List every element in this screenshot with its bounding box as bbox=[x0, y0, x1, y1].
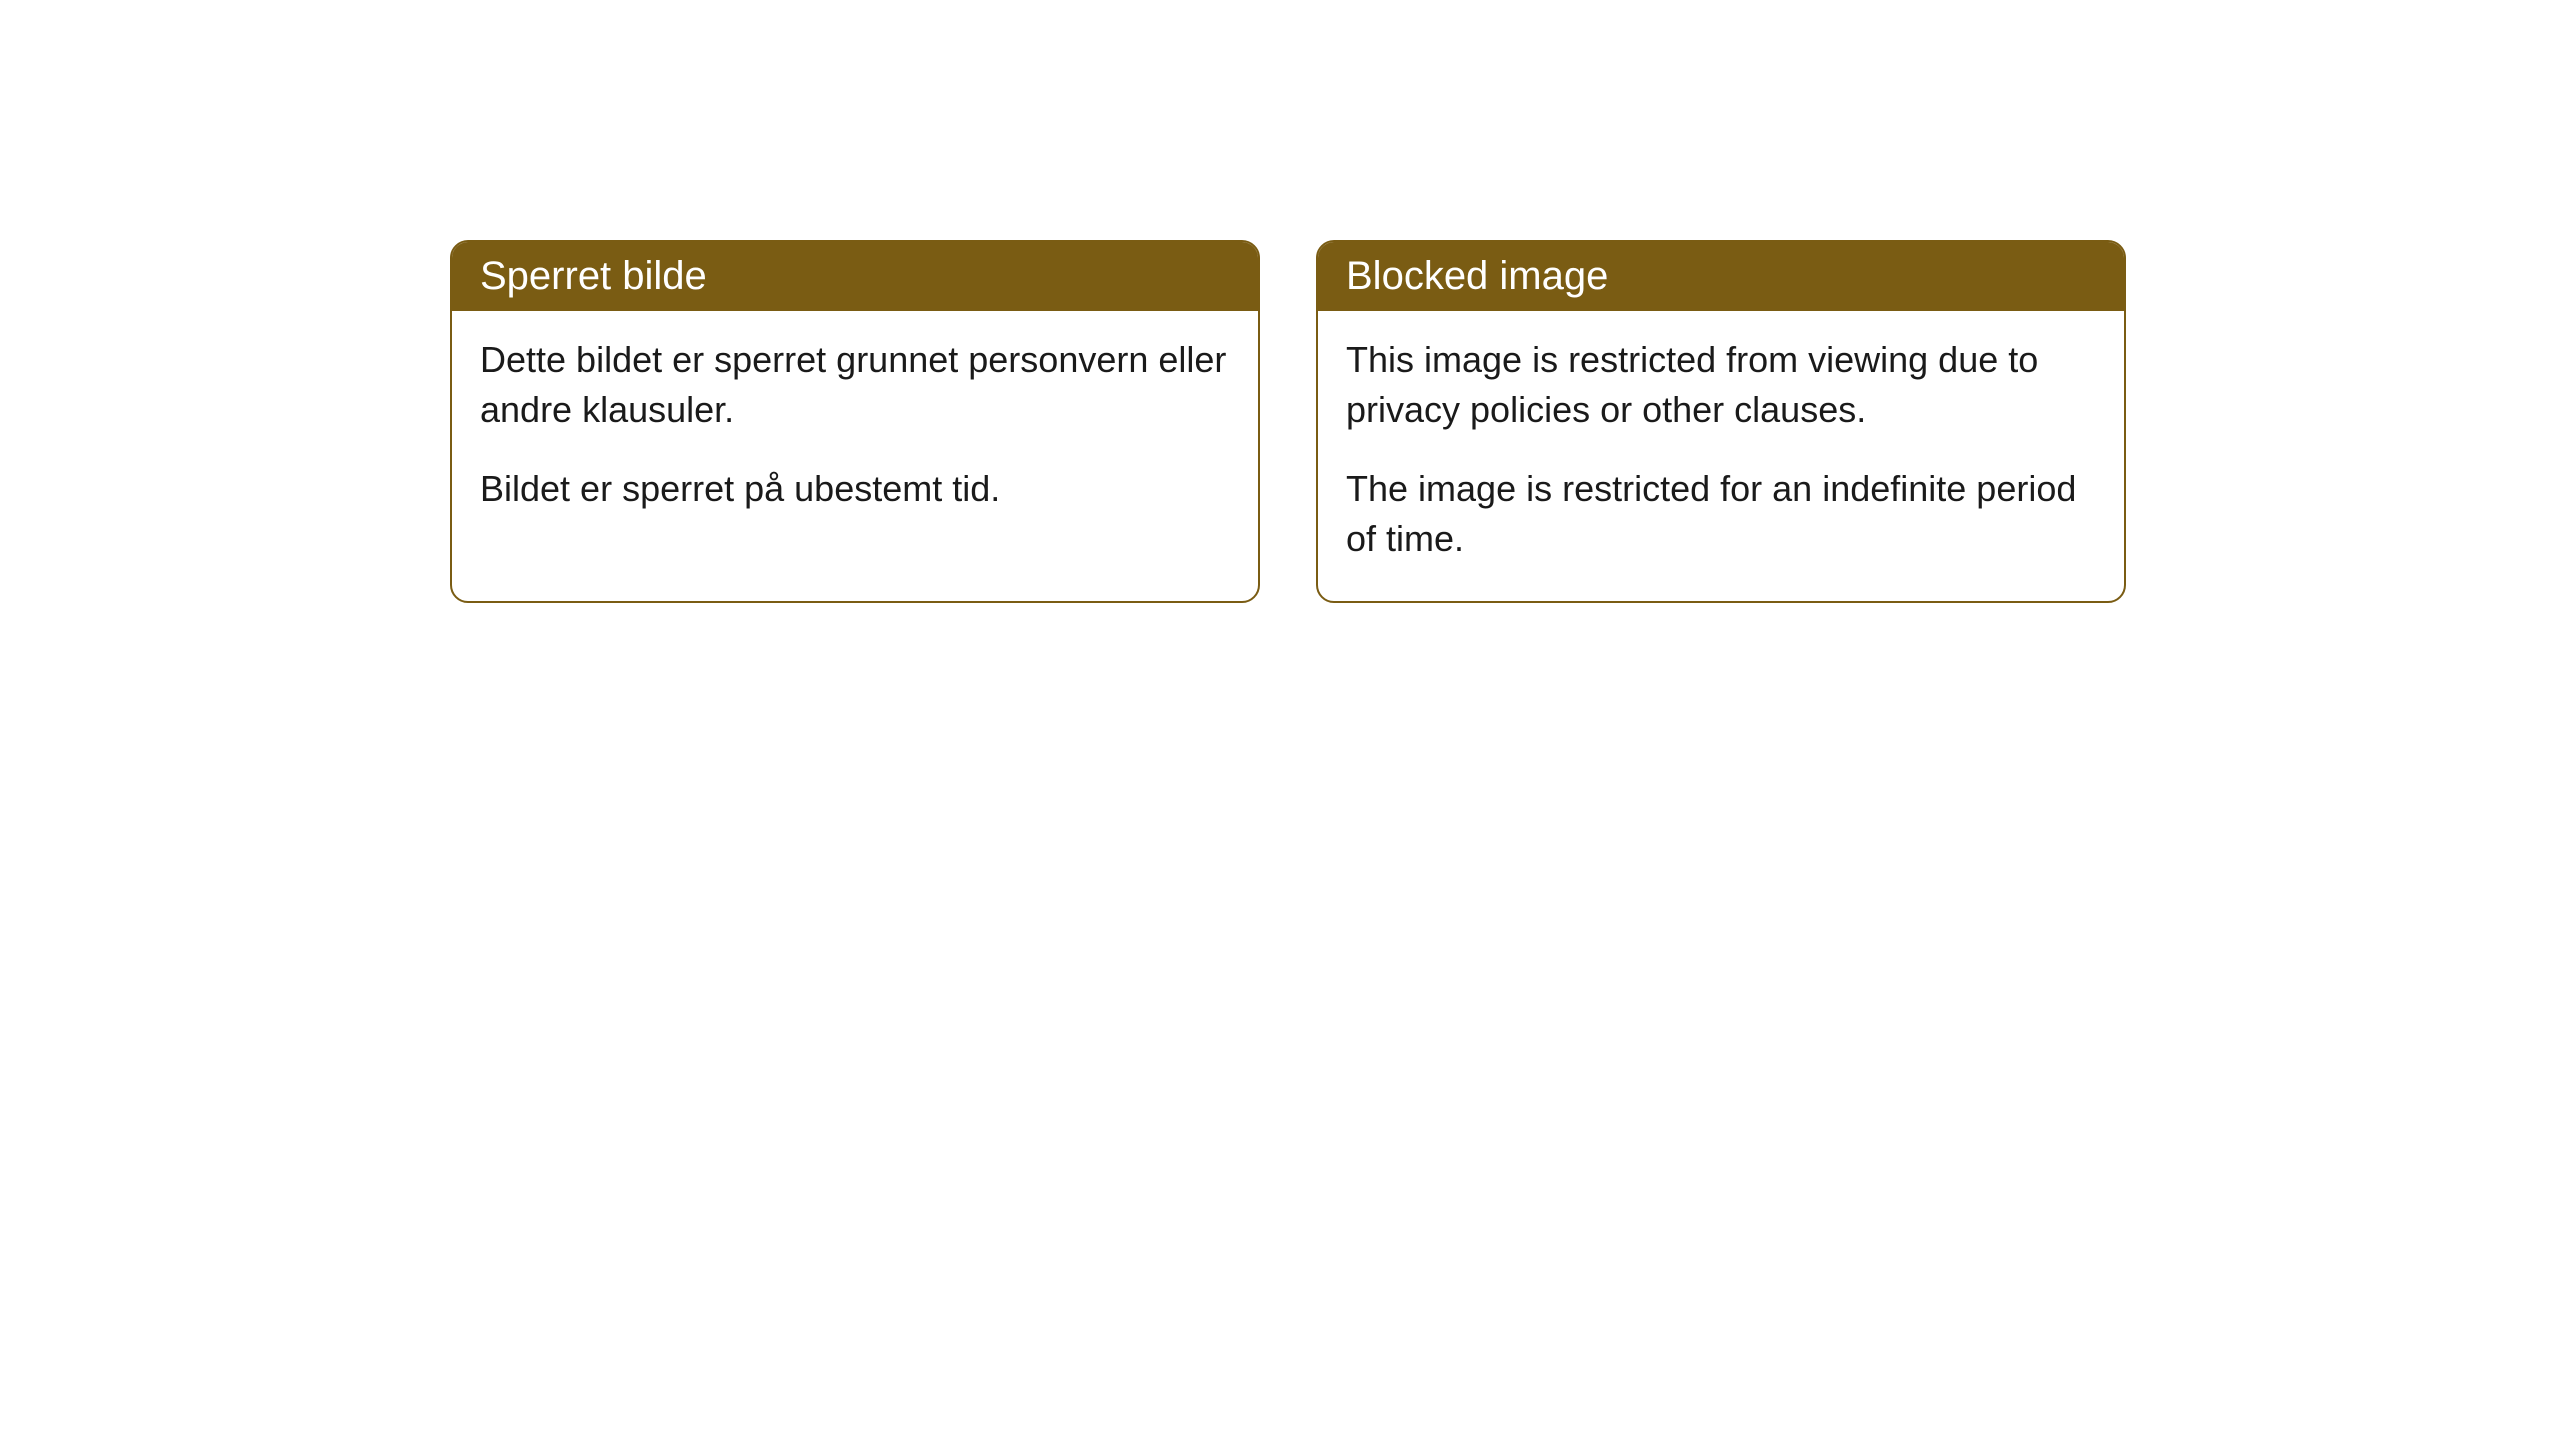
card-body: This image is restricted from viewing du… bbox=[1318, 311, 2124, 601]
card-paragraph: The image is restricted for an indefinit… bbox=[1346, 464, 2096, 565]
card-paragraph: Dette bildet er sperret grunnet personve… bbox=[480, 335, 1230, 436]
notice-container: Sperret bilde Dette bildet er sperret gr… bbox=[450, 240, 2126, 603]
notice-card-english: Blocked image This image is restricted f… bbox=[1316, 240, 2126, 603]
card-title: Blocked image bbox=[1346, 254, 1608, 298]
card-header: Sperret bilde bbox=[452, 242, 1258, 311]
card-paragraph: Bildet er sperret på ubestemt tid. bbox=[480, 464, 1230, 514]
card-paragraph: This image is restricted from viewing du… bbox=[1346, 335, 2096, 436]
card-header: Blocked image bbox=[1318, 242, 2124, 311]
card-title: Sperret bilde bbox=[480, 254, 707, 298]
notice-card-norwegian: Sperret bilde Dette bildet er sperret gr… bbox=[450, 240, 1260, 603]
card-body: Dette bildet er sperret grunnet personve… bbox=[452, 311, 1258, 550]
